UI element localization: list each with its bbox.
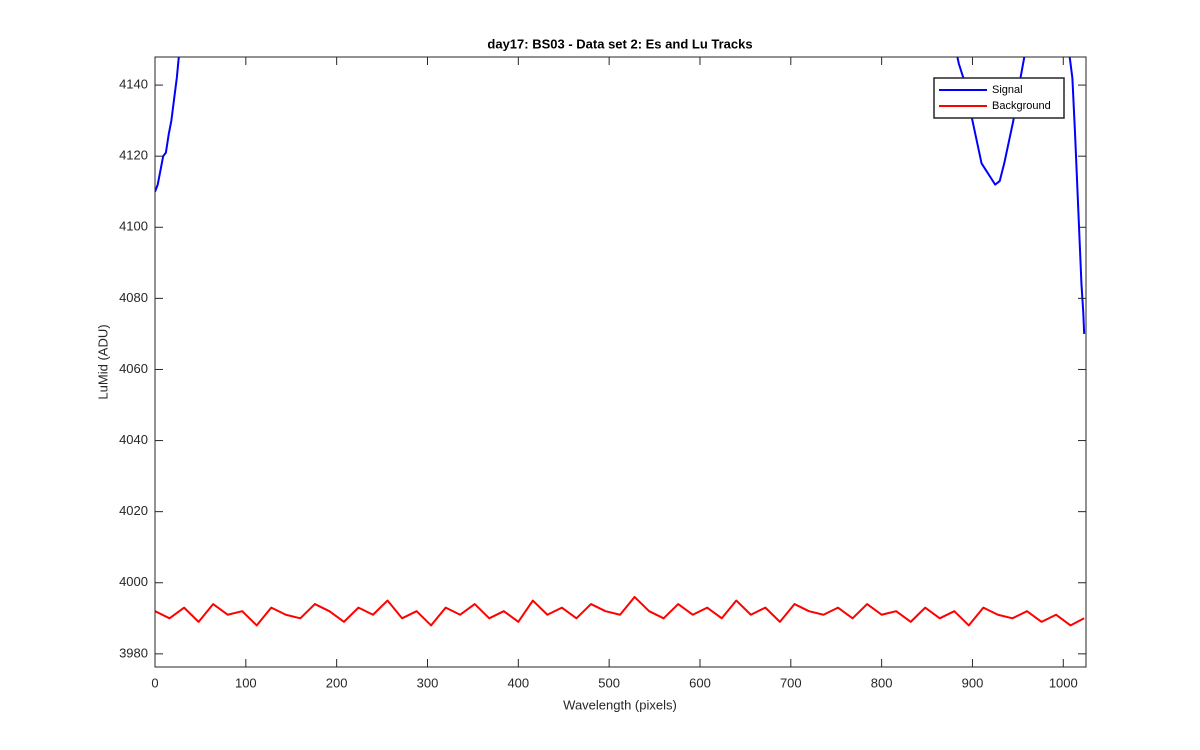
y-tick-label: 4120	[119, 148, 148, 163]
legend-box	[933, 77, 1065, 119]
x-tick-label: 100	[235, 675, 257, 690]
legend-label: Background	[992, 100, 1051, 112]
x-axis-label: Wavelength (pixels)	[563, 697, 677, 712]
x-tick-label: 1000	[1049, 675, 1078, 690]
chart-title: day17: BS03 - Data set 2: Es and Lu Trac…	[487, 36, 752, 51]
y-tick-label: 4100	[119, 219, 148, 234]
y-tick-label: 3980	[119, 645, 148, 660]
x-tick-label: 900	[962, 675, 984, 690]
x-tick-label: 300	[417, 675, 439, 690]
y-axis-label: LuMid (ADU)	[95, 324, 110, 399]
y-tick-label: 4040	[119, 432, 148, 447]
legend-label: Signal	[992, 84, 1023, 96]
y-tick-label: 4020	[119, 503, 148, 518]
x-tick-label: 800	[871, 675, 893, 690]
x-tick-label: 700	[780, 675, 802, 690]
y-tick-label: 4060	[119, 361, 148, 376]
x-tick-label: 0	[151, 675, 158, 690]
series-line	[155, 595, 1085, 627]
y-tick-label: 4140	[119, 77, 148, 92]
x-tick-label: 400	[507, 675, 529, 690]
x-tick-label: 500	[598, 675, 620, 690]
axes-box	[154, 56, 1087, 668]
x-tick-label: 200	[326, 675, 348, 690]
x-tick-label: 600	[689, 675, 711, 690]
plot-area	[155, 57, 1086, 667]
y-tick-label: 4000	[119, 574, 148, 589]
y-tick-label: 4080	[119, 290, 148, 305]
